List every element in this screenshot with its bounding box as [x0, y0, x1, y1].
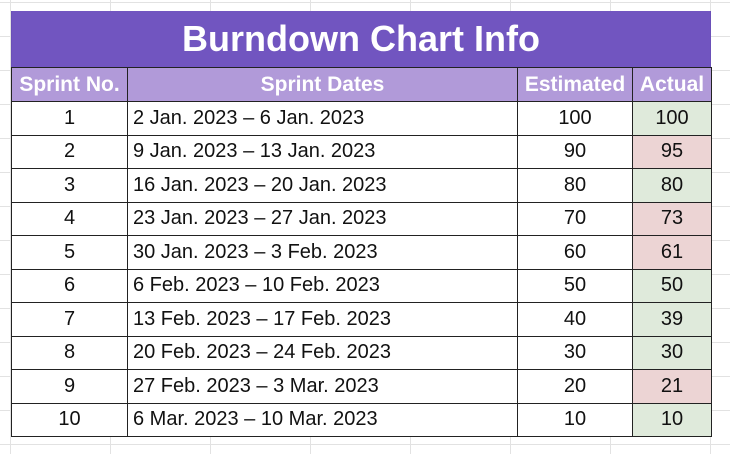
sprint-no-cell[interactable]: 6 [11, 268, 128, 303]
sprint-dates-cell[interactable]: 30 Jan. 2023 – 3 Feb. 2023 [127, 235, 518, 270]
table-row: 3 16 Jan. 2023 – 20 Jan. 2023 80 80 [11, 168, 712, 203]
sprint-dates-cell[interactable]: 6 Mar. 2023 – 10 Mar. 2023 [127, 402, 518, 437]
sprint-dates-cell[interactable]: 13 Feb. 2023 – 17 Feb. 2023 [127, 302, 518, 337]
header-sprint-dates[interactable]: Sprint Dates [127, 67, 518, 102]
sprint-dates-cell[interactable]: 23 Jan. 2023 – 27 Jan. 2023 [127, 201, 518, 236]
header-actual[interactable]: Actual [632, 67, 712, 102]
estimated-cell[interactable]: 80 [517, 168, 633, 203]
actual-cell[interactable]: 100 [632, 101, 712, 136]
sprint-no-cell[interactable]: 7 [11, 302, 128, 337]
sprint-dates-cell[interactable]: 9 Jan. 2023 – 13 Jan. 2023 [127, 134, 518, 169]
actual-cell[interactable]: 80 [632, 168, 712, 203]
sprint-no-cell[interactable]: 9 [11, 369, 128, 404]
table-row: 4 23 Jan. 2023 – 27 Jan. 2023 70 73 [11, 201, 712, 236]
actual-cell[interactable]: 21 [632, 369, 712, 404]
table-title[interactable]: Burndown Chart Info [11, 11, 711, 67]
header-row: Sprint No. Sprint Dates Estimated Actual [11, 67, 712, 102]
table-row: 5 30 Jan. 2023 – 3 Feb. 2023 60 61 [11, 235, 712, 270]
actual-cell[interactable]: 39 [632, 302, 712, 337]
estimated-cell[interactable]: 100 [517, 101, 633, 136]
burndown-table: Sprint No. Sprint Dates Estimated Actual… [11, 67, 712, 437]
sprint-no-cell[interactable]: 5 [11, 235, 128, 270]
header-sprint-no[interactable]: Sprint No. [11, 67, 128, 102]
sprint-no-cell[interactable]: 4 [11, 201, 128, 236]
table-row: 8 20 Feb. 2023 – 24 Feb. 2023 30 30 [11, 335, 712, 370]
sprint-no-cell[interactable]: 1 [11, 101, 128, 136]
estimated-cell[interactable]: 10 [517, 402, 633, 437]
sprint-no-cell[interactable]: 10 [11, 402, 128, 437]
sprint-dates-cell[interactable]: 27 Feb. 2023 – 3 Mar. 2023 [127, 369, 518, 404]
sprint-dates-cell[interactable]: 20 Feb. 2023 – 24 Feb. 2023 [127, 335, 518, 370]
table-row: 10 6 Mar. 2023 – 10 Mar. 2023 10 10 [11, 402, 712, 437]
sprint-dates-cell[interactable]: 16 Jan. 2023 – 20 Jan. 2023 [127, 168, 518, 203]
sprint-no-cell[interactable]: 8 [11, 335, 128, 370]
estimated-cell[interactable]: 20 [517, 369, 633, 404]
table-row: 9 27 Feb. 2023 – 3 Mar. 2023 20 21 [11, 369, 712, 404]
table-row: 7 13 Feb. 2023 – 17 Feb. 2023 40 39 [11, 302, 712, 337]
actual-cell[interactable]: 30 [632, 335, 712, 370]
sprint-no-cell[interactable]: 2 [11, 134, 128, 169]
actual-cell[interactable]: 95 [632, 134, 712, 169]
estimated-cell[interactable]: 30 [517, 335, 633, 370]
header-estimated[interactable]: Estimated [517, 67, 633, 102]
sprint-no-cell[interactable]: 3 [11, 168, 128, 203]
estimated-cell[interactable]: 60 [517, 235, 633, 270]
burndown-table-block: Burndown Chart Info Sprint No. Sprint Da… [11, 11, 712, 437]
estimated-cell[interactable]: 90 [517, 134, 633, 169]
sprint-dates-cell[interactable]: 6 Feb. 2023 – 10 Feb. 2023 [127, 268, 518, 303]
estimated-cell[interactable]: 40 [517, 302, 633, 337]
sprint-dates-cell[interactable]: 2 Jan. 2023 – 6 Jan. 2023 [127, 101, 518, 136]
actual-cell[interactable]: 73 [632, 201, 712, 236]
estimated-cell[interactable]: 50 [517, 268, 633, 303]
actual-cell[interactable]: 61 [632, 235, 712, 270]
actual-cell[interactable]: 50 [632, 268, 712, 303]
actual-cell[interactable]: 10 [632, 402, 712, 437]
estimated-cell[interactable]: 70 [517, 201, 633, 236]
